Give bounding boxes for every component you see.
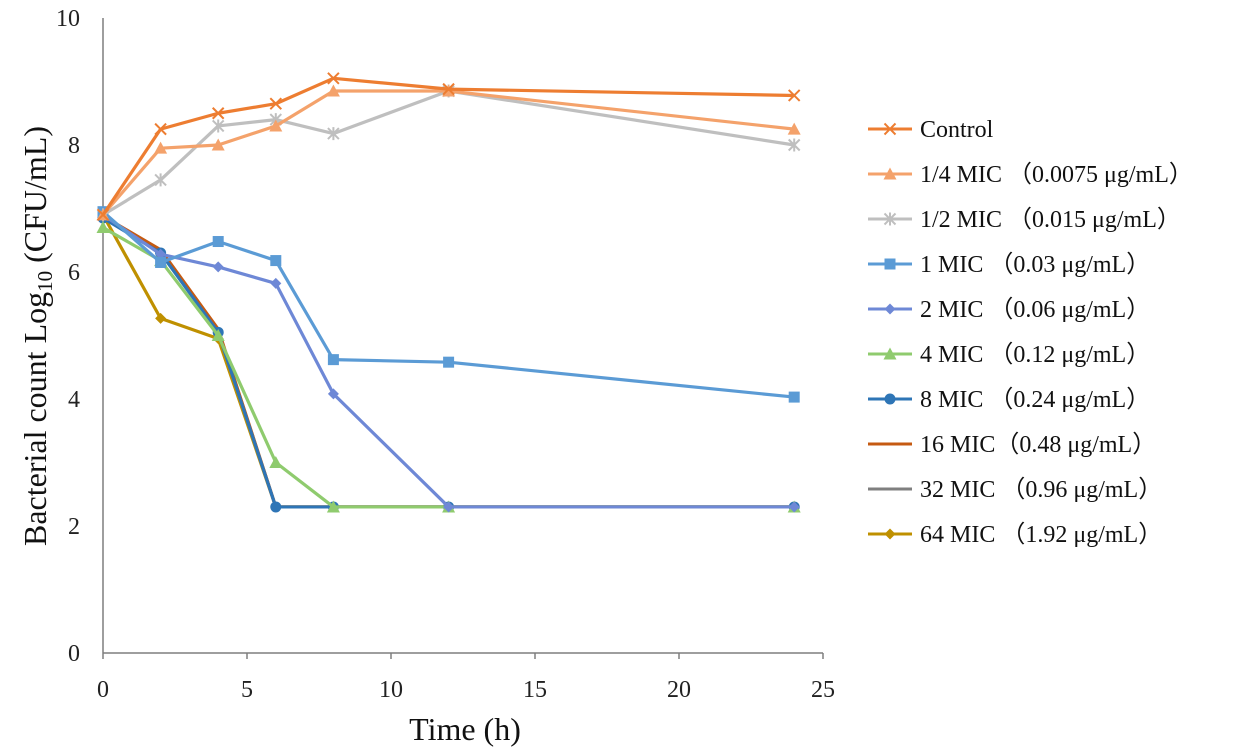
ticks: 0 5 10 15 20 25 0 2 4 6 8 10 xyxy=(56,6,835,703)
series-3 xyxy=(97,206,800,403)
x-tick-label: 10 xyxy=(379,677,403,703)
data-point xyxy=(212,261,224,273)
data-point xyxy=(269,456,283,468)
y-tick-label: 4 xyxy=(68,387,80,413)
series-layer xyxy=(96,72,801,513)
series-2 xyxy=(96,84,801,222)
legend-label: 1/2 MIC （0.015 μg/mL） xyxy=(920,207,1181,233)
data-point xyxy=(211,119,225,133)
y-tick-label: 10 xyxy=(56,6,80,32)
legend-marker xyxy=(883,122,897,136)
data-point xyxy=(326,84,340,97)
data-point xyxy=(155,256,167,268)
data-point xyxy=(327,354,339,366)
data-point xyxy=(327,72,340,85)
series-1 xyxy=(96,84,801,221)
legend: Control 1/4 MIC （0.0075 μg/mL） 1/2 MIC （0.… xyxy=(868,117,1193,548)
legend-item: 32 MIC （0.96 μg/mL） xyxy=(868,477,1162,503)
legend-marker xyxy=(884,258,896,270)
data-point xyxy=(443,501,455,513)
data-point xyxy=(154,122,167,136)
legend-label: 64 MIC （1.92 μg/mL） xyxy=(920,522,1162,548)
series-line xyxy=(101,210,795,399)
data-point xyxy=(787,122,801,135)
legend-label: 2 MIC （0.06 μg/mL） xyxy=(920,297,1150,323)
legend-item: 8 MIC （0.24 μg/mL） xyxy=(868,387,1150,413)
legend-item: 16 MIC（0.48 μg/mL） xyxy=(868,432,1156,458)
y-axis-title: Bacterial count Log10 (CFU/mL) xyxy=(17,126,57,546)
x-tick-label: 15 xyxy=(523,677,547,703)
legend-label: Control xyxy=(920,117,994,143)
y-tick-label: 2 xyxy=(68,514,80,540)
data-point xyxy=(442,82,455,96)
legend-label: 1 MIC （0.03 μg/mL） xyxy=(920,252,1150,278)
data-point xyxy=(212,236,224,248)
legend-item: 2 MIC （0.06 μg/mL） xyxy=(868,297,1150,323)
y-axis-title-prefix: Bacterial count Log xyxy=(17,292,53,546)
data-point xyxy=(326,500,340,513)
y-axis-title-subscript: 10 xyxy=(33,271,57,292)
legend-marker xyxy=(884,303,896,315)
legend-label: 32 MIC （0.96 μg/mL） xyxy=(920,477,1162,503)
series-0 xyxy=(96,72,801,222)
legend-item: 1 MIC （0.03 μg/mL） xyxy=(868,252,1150,278)
x-axis-title: Time (h) xyxy=(409,711,521,747)
y-tick-label: 0 xyxy=(68,641,80,667)
y-axis-title-suffix: (CFU/mL) xyxy=(17,126,53,271)
data-point xyxy=(96,208,110,222)
x-tick-label: 20 xyxy=(667,677,691,703)
data-point xyxy=(270,501,282,513)
legend-label: 16 MIC（0.48 μg/mL） xyxy=(920,432,1156,458)
legend-marker xyxy=(883,167,897,180)
data-point xyxy=(270,255,282,267)
data-point xyxy=(155,248,167,260)
x-tick-label: 5 xyxy=(241,677,253,703)
legend-label: 4 MIC （0.12 μg/mL） xyxy=(920,342,1150,368)
legend-item: 1/2 MIC （0.015 μg/mL） xyxy=(868,207,1181,233)
legend-marker xyxy=(883,347,897,360)
legend-item: 64 MIC （1.92 μg/mL） xyxy=(868,522,1162,548)
series-line xyxy=(101,89,795,216)
data-point xyxy=(327,127,340,141)
legend-label: 1/4 MIC （0.0075 μg/mL） xyxy=(920,162,1193,188)
data-point xyxy=(270,277,282,289)
legend-label: 8 MIC （0.24 μg/mL） xyxy=(920,387,1150,413)
data-point xyxy=(787,138,801,152)
series-line xyxy=(102,89,795,217)
legend-marker xyxy=(884,393,896,405)
legend-item: Control xyxy=(868,117,994,143)
data-point xyxy=(154,141,168,154)
y-tick-label: 8 xyxy=(68,133,80,159)
data-point xyxy=(154,173,167,187)
data-point xyxy=(443,356,455,368)
legend-item: 4 MIC （0.12 μg/mL） xyxy=(868,342,1150,368)
data-point xyxy=(211,329,225,341)
data-point xyxy=(788,391,800,403)
x-tick-label: 0 xyxy=(97,677,109,703)
legend-item: 1/4 MIC （0.0075 μg/mL） xyxy=(868,162,1193,188)
data-point xyxy=(269,119,283,132)
data-point xyxy=(155,312,167,324)
axes xyxy=(102,18,823,654)
y-tick-label: 6 xyxy=(68,260,80,286)
data-point xyxy=(211,107,225,120)
data-point xyxy=(327,388,339,400)
data-point xyxy=(787,89,801,102)
x-tick-label: 25 xyxy=(811,677,835,703)
data-point xyxy=(269,97,283,110)
data-point xyxy=(96,221,110,234)
data-point xyxy=(211,138,225,151)
legend-marker xyxy=(884,528,896,540)
legend-marker xyxy=(883,212,897,226)
data-point xyxy=(788,501,800,513)
